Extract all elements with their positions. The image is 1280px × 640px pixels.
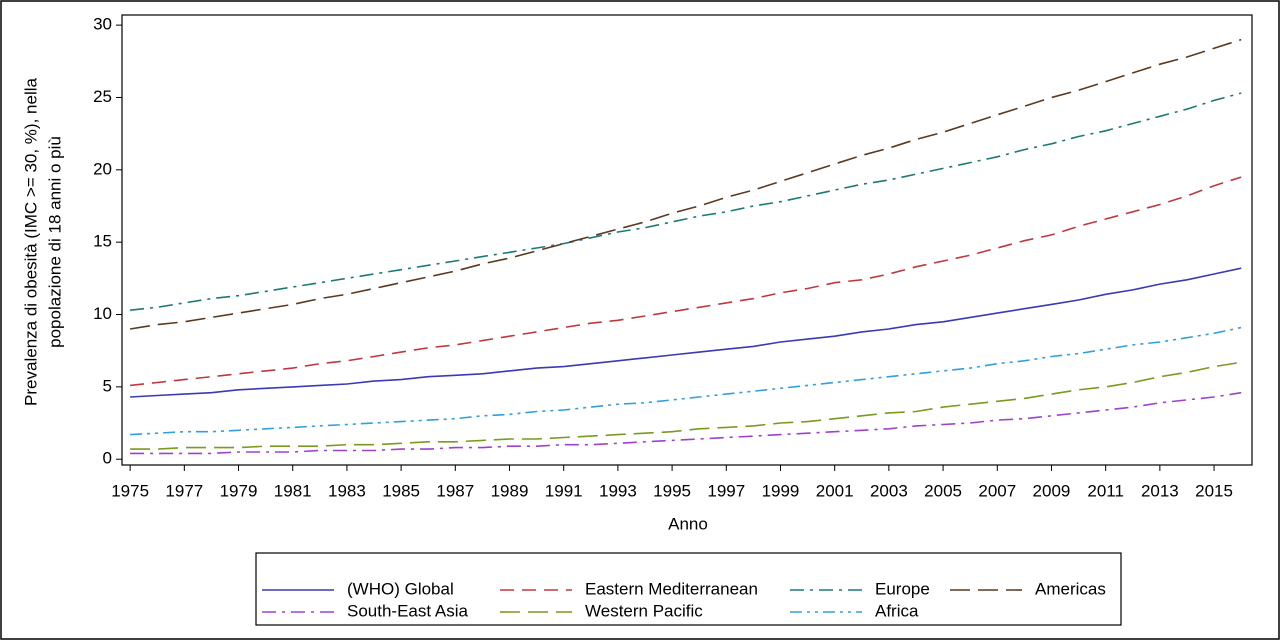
x-tick-label: 1987: [436, 481, 474, 500]
x-tick-label: 2009: [1033, 481, 1071, 500]
y-tick-label: 20: [93, 159, 112, 178]
legend-box: [255, 552, 1122, 626]
series-line: [130, 391, 1242, 455]
series-line: [129, 38, 1242, 330]
x-tick-label: 2015: [1195, 481, 1233, 500]
plot-area: [121, 14, 1253, 466]
legend-label: (WHO) Global: [347, 579, 454, 598]
y-tick-label: 15: [93, 232, 112, 251]
series-line: [130, 267, 1242, 398]
y-axis-label: Prevalenza di obesità (IMC >= 30, %), ne…: [21, 78, 40, 406]
x-tick-label: 2007: [978, 481, 1016, 500]
x-tick-label: 1997: [707, 481, 745, 500]
y-tick-label: 0: [103, 449, 112, 468]
x-tick-label: 2011: [1087, 481, 1124, 500]
x-tick-label: 1975: [111, 481, 149, 500]
x-tick-label: 2005: [924, 481, 962, 500]
legend-label: Africa: [875, 601, 919, 620]
x-tick-label: 1977: [165, 481, 203, 500]
y-axis-label: popolazione di 18 anni o più: [45, 136, 64, 348]
x-tick-label: 1999: [762, 481, 800, 500]
y-tick-label: 30: [93, 15, 112, 34]
legend-label: Eastern Mediterranean: [585, 579, 758, 598]
x-tick-label: 1993: [599, 481, 637, 500]
series-line: [130, 361, 1242, 450]
x-tick-label: 2013: [1141, 481, 1179, 500]
legend-label: Americas: [1035, 579, 1106, 598]
x-tick-label: 1979: [220, 481, 258, 500]
x-tick-label: 1991: [545, 481, 583, 500]
y-tick-label: 5: [103, 376, 112, 395]
y-tick-label: 25: [93, 87, 112, 106]
x-tick-label: 1989: [491, 481, 529, 500]
x-tick-label: 1985: [382, 481, 420, 500]
x-tick-label: 2001: [816, 481, 854, 500]
x-tick-label: 1981: [274, 481, 312, 500]
x-tick-label: 1983: [328, 481, 366, 500]
x-tick-label: 2003: [870, 481, 908, 500]
x-axis-label: Anno: [668, 514, 708, 533]
legend-label: South-East Asia: [347, 601, 469, 620]
series-line: [130, 326, 1242, 436]
series-line: [130, 176, 1242, 387]
x-tick-label: 1995: [653, 481, 691, 500]
series-line: [130, 92, 1242, 311]
legend-label: Europe: [875, 579, 930, 598]
y-tick-label: 10: [93, 304, 112, 323]
legend-label: Western Pacific: [585, 601, 703, 620]
